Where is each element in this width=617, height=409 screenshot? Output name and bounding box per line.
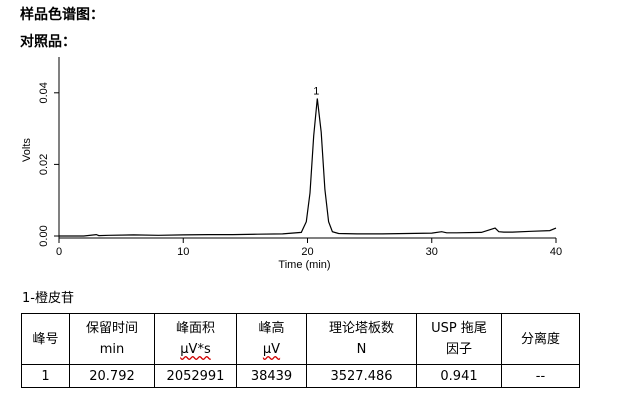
header-label: 峰号	[32, 331, 59, 347]
table-header-cell: 保留时间 min	[69, 313, 155, 365]
table-header-cell: 峰高 μV	[236, 313, 307, 365]
header-label: 理论塔板数	[328, 321, 394, 336]
header-label: 分离度	[520, 331, 560, 347]
y-tick-label: 0.04	[38, 82, 50, 103]
y-axis-ticks: 0.00 0.02 0.04	[38, 82, 59, 247]
table-body: 1 20.792 2052991 38439 3527.486 0.941 --	[21, 364, 580, 388]
table-cell: 20.792	[69, 364, 155, 388]
header-unit: N	[356, 342, 367, 357]
table-cell: 0.941	[416, 364, 502, 388]
header-label: 峰高	[258, 321, 285, 336]
table-header-cell: 峰面积 μV*s	[154, 313, 237, 365]
y-tick-label: 0.00	[38, 225, 50, 246]
header-label: USP 拖尾	[431, 321, 487, 336]
x-tick-label: 0	[56, 246, 62, 258]
chromatogram-chart: 0 10 20 30 40 0.000.020.04 Time (min) Volts …	[21, 57, 562, 271]
header-label: 峰面积	[175, 321, 215, 336]
table-cell: 3527.486	[306, 364, 417, 388]
header-unit: μV	[262, 342, 281, 357]
table-cell: --	[501, 364, 580, 388]
table-row: 1 20.792 2052991 38439 3527.486 0.941 --	[21, 364, 580, 388]
x-axis-label: Time (min)	[278, 259, 330, 271]
table-header-cell: 理论塔板数 N	[306, 313, 417, 365]
chromatogram-trace	[59, 98, 557, 237]
table-cell: 2052991	[154, 364, 237, 388]
x-tick-label: 10	[177, 246, 189, 258]
x-tick-label: 30	[426, 246, 438, 258]
x-tick-label: 20	[301, 246, 313, 258]
table-header-cell: 分离度	[501, 313, 580, 365]
table-header-cell: USP 拖尾 因子	[416, 313, 502, 365]
series-line	[59, 98, 557, 237]
header-label: 保留时间	[85, 321, 138, 336]
x-tick-label: 40	[550, 246, 562, 258]
compound-title: 1-橙皮苷	[22, 291, 74, 306]
table-header-cell: 峰号	[21, 313, 70, 365]
y-axis-label: Volts	[21, 138, 33, 162]
peak-label: 1	[313, 86, 319, 98]
table-cell: 38439	[236, 364, 307, 388]
x-axis-ticks: 0 10 20 30 40	[56, 238, 562, 258]
y-tick-label: 0.02	[38, 154, 50, 175]
header-unit: μV*s	[180, 342, 211, 357]
table-header-row: 峰号 保留时间 min 峰面积 μV*s 峰高 μV 理论塔板数 N USP 拖尾 因子 分离度	[21, 313, 580, 365]
sample-chromatogram-heading: 样品色谱图：	[20, 7, 104, 23]
reference-heading: 对照品：	[20, 34, 76, 50]
header-unit: min	[99, 342, 125, 357]
header-unit: 因子	[445, 342, 472, 357]
table-cell: 1	[21, 364, 70, 388]
